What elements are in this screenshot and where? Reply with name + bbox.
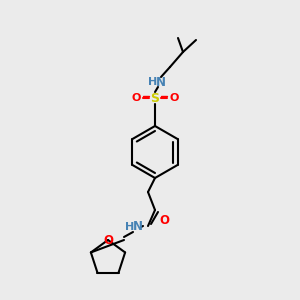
Text: O: O [103,233,113,247]
Text: O: O [159,214,169,227]
Text: H: H [148,77,158,87]
Text: N: N [133,220,143,233]
Text: O: O [169,93,179,103]
Text: N: N [156,76,166,88]
Text: H: H [125,222,135,232]
Text: S: S [151,92,160,104]
Text: O: O [131,93,141,103]
